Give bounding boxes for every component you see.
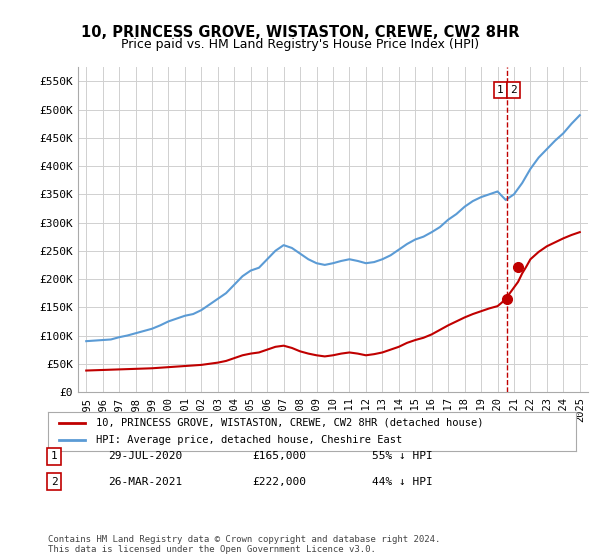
Text: £165,000: £165,000 (252, 451, 306, 461)
Text: 55% ↓ HPI: 55% ↓ HPI (372, 451, 433, 461)
Text: Price paid vs. HM Land Registry's House Price Index (HPI): Price paid vs. HM Land Registry's House … (121, 38, 479, 50)
Text: £222,000: £222,000 (252, 477, 306, 487)
Text: HPI: Average price, detached house, Cheshire East: HPI: Average price, detached house, Ches… (95, 435, 402, 445)
Text: 29-JUL-2020: 29-JUL-2020 (108, 451, 182, 461)
Text: 1: 1 (50, 451, 58, 461)
Text: 10, PRINCESS GROVE, WISTASTON, CREWE, CW2 8HR: 10, PRINCESS GROVE, WISTASTON, CREWE, CW… (81, 25, 519, 40)
Text: Contains HM Land Registry data © Crown copyright and database right 2024.
This d: Contains HM Land Registry data © Crown c… (48, 535, 440, 554)
Text: 2: 2 (510, 85, 517, 95)
Text: 2: 2 (50, 477, 58, 487)
Text: 44% ↓ HPI: 44% ↓ HPI (372, 477, 433, 487)
Text: 10, PRINCESS GROVE, WISTASTON, CREWE, CW2 8HR (detached house): 10, PRINCESS GROVE, WISTASTON, CREWE, CW… (95, 418, 483, 428)
Text: 26-MAR-2021: 26-MAR-2021 (108, 477, 182, 487)
Text: 1: 1 (497, 85, 504, 95)
